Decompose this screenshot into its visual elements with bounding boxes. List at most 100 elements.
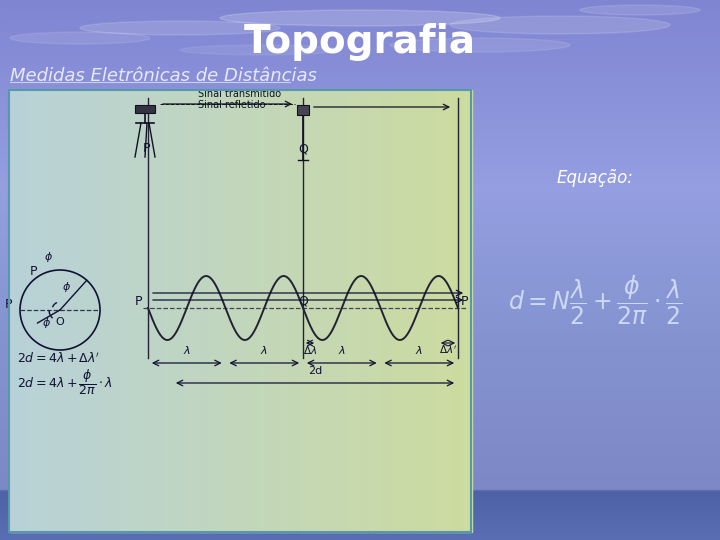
Bar bbox=[0, 250, 720, 253]
Bar bbox=[0, 353, 720, 356]
Bar bbox=[0, 239, 720, 242]
Bar bbox=[0, 390, 720, 394]
Bar bbox=[0, 512, 720, 514]
Text: Sinal transmitido: Sinal transmitido bbox=[198, 89, 281, 99]
Bar bbox=[0, 85, 720, 87]
Bar bbox=[0, 245, 720, 248]
Bar bbox=[184, 90, 189, 532]
Bar bbox=[71, 90, 75, 532]
Bar bbox=[422, 90, 426, 532]
Bar bbox=[452, 90, 456, 532]
Bar bbox=[0, 2, 720, 5]
Bar bbox=[0, 286, 720, 289]
Bar bbox=[0, 255, 720, 259]
Bar bbox=[268, 90, 272, 532]
Bar bbox=[0, 309, 720, 313]
Bar bbox=[0, 525, 720, 527]
Text: $\Delta\lambda'$: $\Delta\lambda'$ bbox=[439, 343, 457, 356]
Bar bbox=[0, 528, 720, 530]
Bar bbox=[0, 423, 720, 426]
Text: $2d = 4\lambda + \dfrac{\phi}{2\pi}\cdot\lambda$: $2d = 4\lambda + \dfrac{\phi}{2\pi}\cdot… bbox=[17, 367, 113, 397]
Bar bbox=[0, 511, 720, 513]
Bar bbox=[351, 90, 355, 532]
Bar bbox=[0, 347, 720, 350]
Bar bbox=[0, 344, 720, 347]
Bar bbox=[132, 90, 136, 532]
Bar bbox=[0, 403, 720, 406]
Bar bbox=[0, 140, 720, 143]
Bar bbox=[0, 336, 720, 340]
Bar bbox=[0, 38, 720, 40]
Bar bbox=[0, 178, 720, 181]
Bar bbox=[0, 101, 720, 104]
Bar bbox=[234, 90, 238, 532]
Bar bbox=[261, 90, 266, 532]
Bar bbox=[95, 90, 99, 532]
Bar bbox=[0, 295, 720, 298]
Bar bbox=[0, 491, 720, 494]
Bar bbox=[0, 281, 720, 284]
Bar bbox=[0, 34, 720, 37]
Text: Sinal refletido: Sinal refletido bbox=[198, 100, 266, 110]
Bar bbox=[0, 447, 720, 449]
Bar bbox=[0, 369, 720, 372]
Bar bbox=[9, 90, 13, 532]
Bar bbox=[0, 42, 720, 44]
Bar bbox=[0, 39, 720, 43]
Bar bbox=[0, 510, 720, 512]
Bar bbox=[129, 90, 133, 532]
Bar bbox=[249, 90, 253, 532]
Bar bbox=[0, 351, 720, 354]
Bar bbox=[0, 491, 720, 493]
Bar bbox=[444, 90, 447, 532]
Bar bbox=[0, 59, 720, 62]
Bar bbox=[0, 4, 720, 6]
Bar bbox=[0, 47, 720, 50]
Bar bbox=[0, 474, 720, 476]
Bar bbox=[160, 90, 164, 532]
Bar bbox=[92, 90, 96, 532]
Bar bbox=[0, 482, 720, 485]
Bar bbox=[240, 90, 244, 532]
Bar bbox=[0, 56, 720, 59]
Bar bbox=[0, 79, 720, 82]
Bar bbox=[89, 90, 93, 532]
Bar bbox=[0, 430, 720, 433]
Bar bbox=[0, 308, 720, 310]
Bar bbox=[65, 90, 68, 532]
Bar bbox=[0, 120, 720, 124]
Bar bbox=[252, 90, 256, 532]
Bar bbox=[0, 425, 720, 428]
Bar bbox=[0, 333, 720, 336]
Bar bbox=[0, 299, 720, 302]
Bar bbox=[289, 90, 293, 532]
Bar bbox=[0, 225, 720, 228]
Bar bbox=[0, 356, 720, 359]
Text: P: P bbox=[462, 295, 469, 308]
Bar bbox=[0, 104, 720, 107]
Bar bbox=[0, 516, 720, 518]
Bar bbox=[0, 167, 720, 170]
Bar bbox=[0, 29, 720, 32]
Bar bbox=[34, 90, 37, 532]
Bar bbox=[0, 234, 720, 237]
Bar bbox=[0, 439, 720, 442]
Bar bbox=[0, 306, 720, 309]
Bar bbox=[222, 90, 225, 532]
Bar bbox=[0, 58, 720, 60]
Bar bbox=[333, 90, 336, 532]
Bar bbox=[210, 90, 213, 532]
Bar bbox=[0, 189, 720, 192]
Ellipse shape bbox=[580, 5, 700, 15]
Bar bbox=[0, 301, 720, 303]
Bar bbox=[0, 144, 720, 147]
Bar bbox=[0, 147, 720, 151]
Bar bbox=[0, 475, 720, 478]
Bar bbox=[0, 535, 720, 537]
Bar bbox=[0, 521, 720, 523]
Bar bbox=[0, 86, 720, 89]
Text: $\lambda$: $\lambda$ bbox=[183, 344, 191, 356]
Bar bbox=[0, 198, 720, 201]
Text: $\lambda$: $\lambda$ bbox=[261, 344, 269, 356]
Bar bbox=[0, 49, 720, 51]
